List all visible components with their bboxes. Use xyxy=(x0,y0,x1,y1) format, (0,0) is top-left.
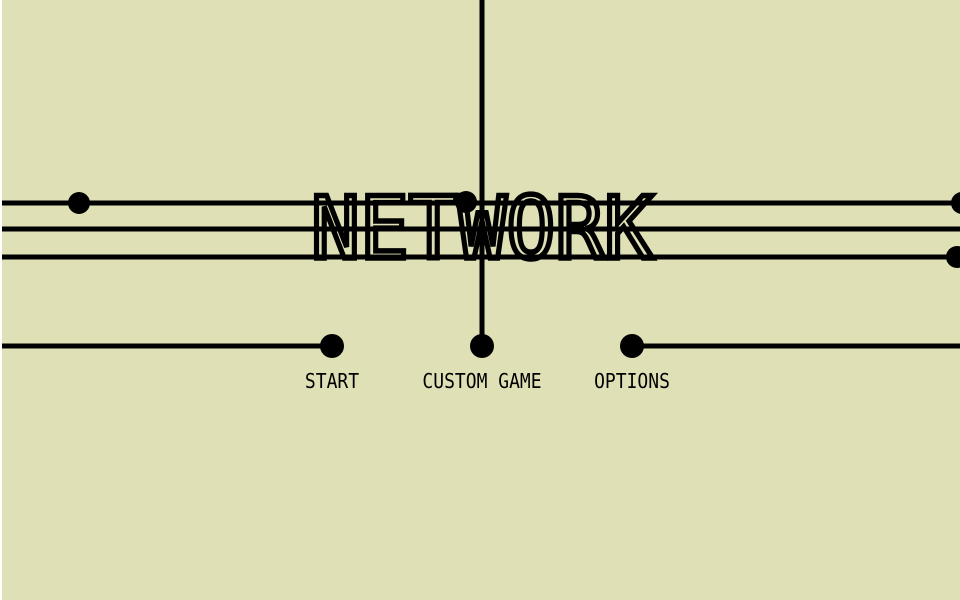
start-node[interactable] xyxy=(320,334,344,358)
network-node xyxy=(68,192,90,214)
start-label: START xyxy=(304,369,360,393)
options-node[interactable] xyxy=(620,334,644,358)
custom-game-label: CUSTOM GAME xyxy=(422,369,542,393)
network-node xyxy=(946,246,960,268)
custom-game-node[interactable] xyxy=(470,334,494,358)
network-node xyxy=(951,192,960,214)
options-label: OPTIONS xyxy=(594,369,670,393)
start-button[interactable]: START xyxy=(302,366,362,396)
custom-game-button[interactable]: CUSTOM GAME xyxy=(416,366,548,396)
options-button[interactable]: OPTIONS xyxy=(590,366,674,396)
network-node xyxy=(455,191,477,213)
